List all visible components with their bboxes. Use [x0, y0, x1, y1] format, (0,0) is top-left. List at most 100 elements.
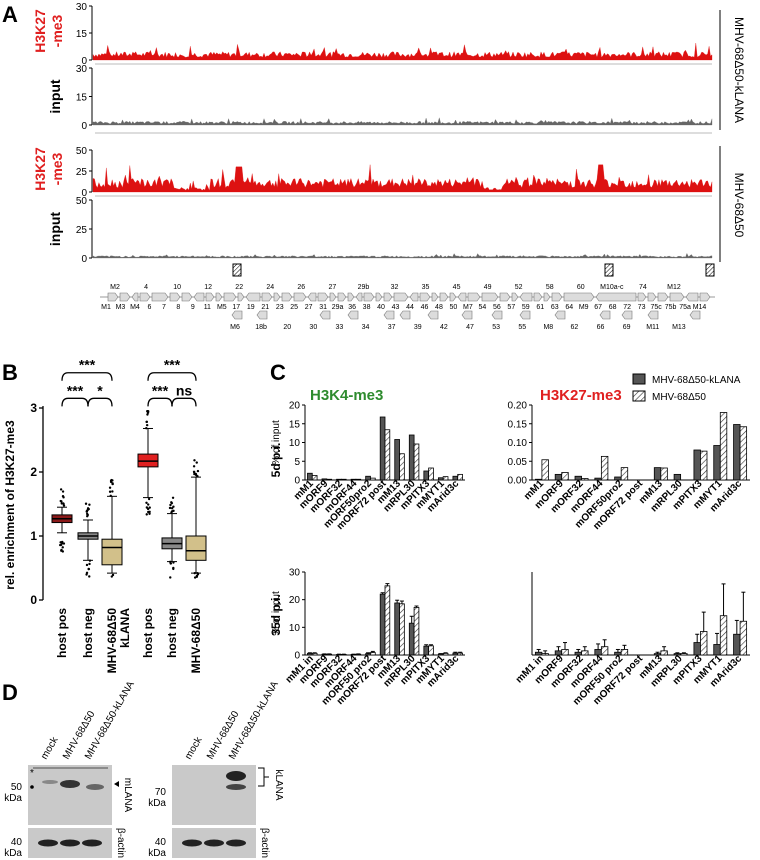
gene-label: 62: [571, 324, 579, 331]
gene-arrow: [329, 292, 337, 302]
band: [86, 784, 104, 790]
outlier-point: [61, 540, 64, 544]
outlier-point: [193, 576, 197, 579]
outlier-point: [86, 515, 89, 518]
bar: [428, 467, 434, 481]
gene-label: 47: [466, 324, 474, 331]
box-1: [51, 488, 73, 553]
track-2: input 0 15 30: [47, 64, 713, 132]
kda-label: kDa: [148, 848, 166, 859]
bar: [719, 412, 728, 481]
gene-label: 64: [565, 304, 573, 311]
gene-label: 60: [577, 284, 585, 291]
row-label-35d: 35d p.i.: [269, 594, 283, 635]
significance-label: *: [97, 382, 103, 398]
gene-arrow: [554, 310, 566, 320]
track-label: input: [47, 212, 63, 247]
gene-arrow: [383, 292, 393, 302]
gene-arrow: [347, 292, 355, 302]
significance-bracket: ***: [147, 357, 197, 381]
gene-arrow: [689, 310, 701, 320]
bar: [408, 434, 415, 481]
gene-arrow: [419, 292, 431, 302]
gene-arrow: [511, 292, 519, 302]
significance-label: ***: [67, 382, 84, 398]
sample-label: MHV-68Δ50: [732, 173, 746, 238]
y-tick-label: 0.05: [508, 457, 528, 468]
bar: [600, 646, 609, 656]
category-label: MHV-68Δ50: [189, 608, 203, 674]
bar: [693, 449, 701, 481]
band: [82, 839, 102, 847]
protein-label: β-actin: [115, 828, 126, 858]
outlier-point: [109, 494, 112, 497]
gene-arrow: [131, 292, 139, 302]
y-tick-label: 0.20: [508, 401, 528, 412]
bar: [673, 473, 682, 481]
gene-arrow: [399, 310, 411, 320]
band: [42, 780, 58, 784]
gene-label: 40: [377, 304, 385, 311]
outlier-point: [61, 546, 64, 549]
gene-label: 68: [609, 304, 617, 311]
axis-tick-label: 0: [81, 254, 87, 265]
axis-tick-label: 0: [81, 121, 87, 132]
gene-label: 48: [435, 304, 443, 311]
bar: [713, 445, 721, 481]
bar: [653, 467, 662, 481]
gene-arrow: [237, 292, 245, 302]
gene-label: 75b: [665, 304, 677, 311]
gene-arrow: [427, 310, 439, 320]
outlier-point: [172, 561, 175, 564]
significance-label: ***: [164, 357, 181, 373]
gene-label: 4: [144, 284, 148, 291]
bar: [581, 650, 589, 656]
gene-label: 37: [388, 324, 396, 331]
dot-marker: [30, 785, 34, 789]
gene-label: 10: [173, 284, 181, 291]
outlier-point: [60, 500, 63, 503]
marker-label: 70: [155, 787, 167, 798]
bar: [413, 443, 420, 481]
box: [185, 535, 207, 561]
bar: [311, 475, 318, 481]
outlier-point: [145, 423, 149, 427]
gene-arrow: [467, 292, 481, 302]
y-tick-label: 20: [289, 595, 301, 606]
panel-letter-a: A: [2, 2, 18, 27]
bar: [379, 416, 386, 481]
outlier-point: [194, 472, 198, 476]
gene-arrow: [699, 292, 711, 302]
bracket-line: [147, 397, 173, 407]
bar: [413, 607, 420, 656]
gene-label: 75c: [650, 304, 662, 311]
gene-label: 9: [191, 304, 195, 311]
gene-arrow: [439, 292, 449, 302]
gene-label: 38: [363, 304, 371, 311]
outlier-point: [169, 560, 172, 564]
bar: [355, 478, 362, 481]
gene-label: 27: [328, 284, 336, 291]
outlier-point: [169, 576, 172, 579]
box-5: [161, 496, 183, 579]
outlier-point: [110, 575, 113, 578]
gene-label: M5: [217, 304, 227, 311]
gene-arrow: [431, 292, 439, 302]
axis-tick-label: 0: [81, 56, 87, 67]
box-4: [137, 410, 159, 516]
gene-arrow: [637, 292, 647, 302]
y-tick-label: 0.15: [508, 419, 528, 430]
gene-label: 43: [392, 304, 400, 311]
outlier-point: [193, 459, 196, 462]
gene-arrow: [317, 292, 329, 302]
axis-tick-label: 15: [76, 93, 88, 104]
signal-area: [92, 253, 713, 259]
legend-swatch-solid: [632, 373, 646, 385]
bar: [700, 631, 708, 656]
track-label: H3K27: [32, 147, 48, 191]
gene-label: 69: [623, 324, 631, 331]
gene-label: M14: [693, 304, 707, 311]
